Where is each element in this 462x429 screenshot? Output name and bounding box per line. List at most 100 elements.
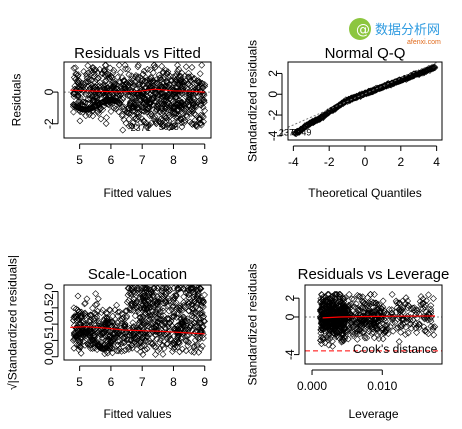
data-point — [147, 96, 155, 104]
data-point — [343, 326, 351, 334]
data-point — [121, 62, 129, 69]
data-point — [140, 117, 148, 125]
data-point — [139, 330, 147, 337]
data-point — [379, 297, 387, 305]
data-point — [127, 290, 135, 297]
data-point — [101, 344, 109, 352]
data-point — [196, 119, 204, 127]
data-point — [352, 321, 360, 328]
data-point — [90, 96, 97, 104]
data-point — [82, 70, 90, 78]
data-point — [135, 285, 143, 293]
data-point — [368, 330, 376, 338]
data-point — [409, 316, 417, 324]
data-point — [201, 291, 208, 299]
data-point — [151, 318, 159, 326]
plot-frame — [63, 61, 212, 139]
data-point — [186, 285, 194, 292]
data-point — [119, 339, 126, 347]
data-point — [128, 344, 136, 352]
data-point — [163, 340, 171, 348]
data-point — [118, 315, 126, 323]
data-point — [174, 101, 181, 109]
x-tick-label: 9 — [201, 375, 208, 389]
data-point — [158, 100, 166, 108]
data-point — [325, 290, 333, 298]
data-point — [317, 326, 325, 334]
chart-title: Residuals vs Leverage — [298, 266, 450, 283]
data-point — [349, 332, 357, 339]
data-point — [131, 334, 139, 342]
data-point — [359, 293, 367, 301]
data-point — [152, 63, 159, 71]
data-point — [104, 349, 112, 357]
data-point — [192, 315, 200, 323]
data-point — [198, 91, 206, 99]
data-point — [429, 295, 437, 303]
data-point — [318, 335, 326, 343]
data-point — [431, 63, 438, 71]
data-point — [173, 314, 181, 321]
data-point — [397, 323, 405, 331]
data-point — [199, 302, 206, 310]
data-point — [197, 296, 205, 304]
data-point — [181, 72, 189, 80]
data-point — [198, 62, 206, 69]
data-point — [89, 345, 97, 352]
data-point — [105, 333, 113, 340]
data-point — [145, 289, 153, 297]
data-point — [159, 350, 167, 358]
data-point — [344, 309, 352, 317]
data-point — [97, 115, 105, 123]
data-point — [400, 316, 408, 324]
data-point — [397, 328, 405, 336]
data-point — [170, 312, 178, 320]
data-point — [155, 118, 163, 126]
data-point — [143, 321, 150, 329]
data-point — [141, 334, 149, 341]
data-point — [128, 122, 136, 130]
data-point — [181, 119, 188, 126]
data-point — [70, 108, 77, 116]
data-point — [172, 73, 179, 81]
data-point — [352, 300, 360, 308]
watermark-circle-icon — [349, 18, 371, 40]
data-point — [176, 115, 184, 122]
data-point — [428, 64, 436, 72]
plot-frame — [304, 284, 443, 365]
data-point — [422, 297, 430, 305]
data-point — [128, 331, 136, 339]
data-point — [180, 78, 188, 86]
data-point — [155, 323, 163, 331]
data-point — [116, 99, 123, 107]
data-point — [158, 287, 166, 295]
data-point — [100, 329, 108, 337]
data-point — [125, 297, 133, 304]
data-point — [354, 325, 361, 333]
data-point — [148, 340, 156, 348]
plot-area — [288, 62, 440, 138]
data-point — [73, 316, 81, 324]
data-point — [328, 309, 336, 317]
data-point — [317, 306, 324, 314]
data-point — [103, 114, 110, 121]
data-point — [165, 117, 173, 125]
data-point — [356, 293, 364, 300]
data-point — [82, 112, 90, 120]
y-tick-label: 0 — [42, 88, 56, 95]
data-point — [174, 334, 182, 342]
data-point — [160, 319, 168, 327]
data-point — [110, 78, 118, 86]
data-point — [136, 314, 144, 322]
data-point — [113, 347, 121, 355]
data-point — [336, 303, 344, 311]
data-point — [345, 321, 352, 329]
data-point — [107, 73, 115, 81]
data-point — [389, 327, 397, 335]
watermark-text-cn: 数据分析网 — [375, 23, 440, 38]
data-point — [139, 351, 147, 358]
data-point — [185, 69, 193, 77]
data-point — [118, 310, 126, 318]
data-point — [123, 312, 131, 320]
